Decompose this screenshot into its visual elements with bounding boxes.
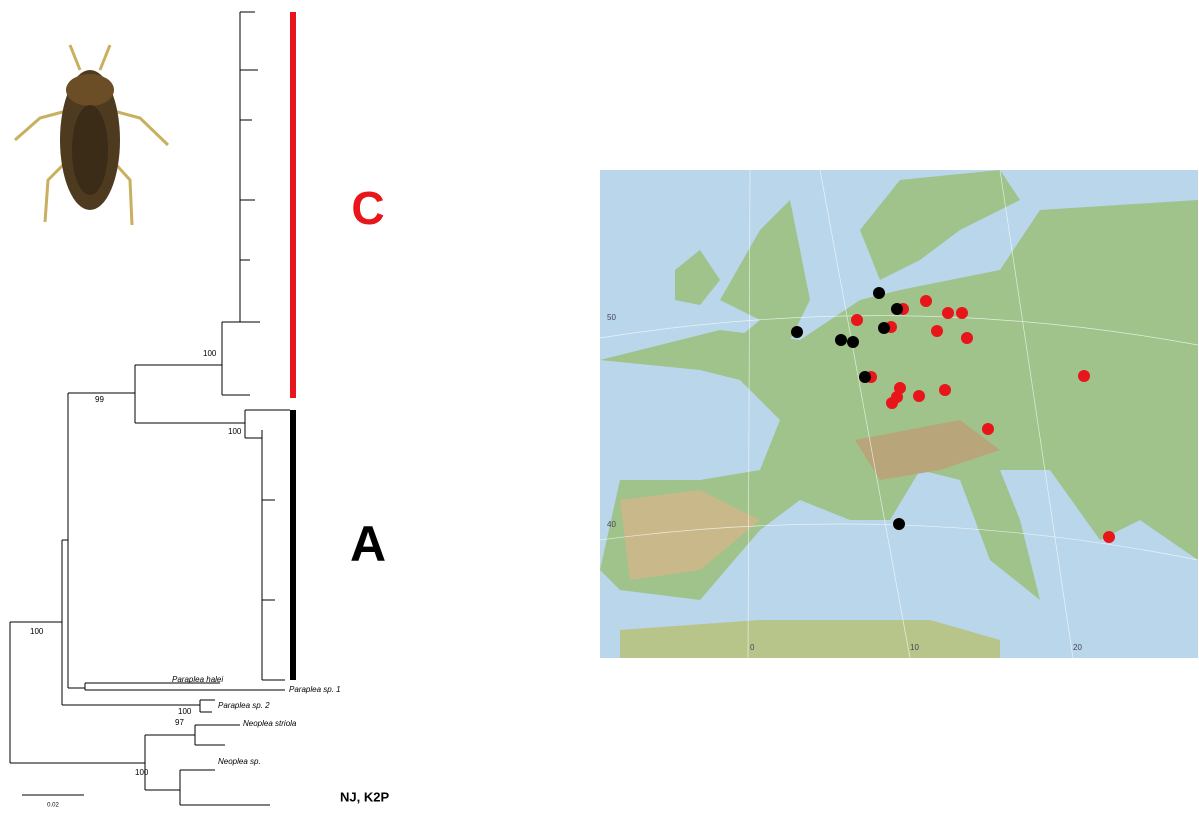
clade-label: A — [350, 516, 386, 572]
support-value: 97 — [175, 718, 184, 727]
support-value: 99 — [95, 395, 104, 404]
support-value: 100 — [135, 768, 149, 777]
clade-c-bar — [290, 12, 296, 398]
taxon-label: Neoplea striola — [243, 719, 297, 728]
longitude-label: 20 — [1073, 643, 1082, 652]
beetle-photo — [15, 45, 168, 225]
latitude-label: 40 — [607, 520, 616, 529]
taxon-label: Paraplea halei — [172, 675, 223, 684]
method-label: NJ, K2P — [340, 789, 389, 804]
latitude-label: 50 — [607, 313, 616, 322]
support-value: 100 — [228, 427, 242, 436]
figure: C A 100 99 100 100 100 97 100 Paraplea h… — [0, 0, 1199, 815]
scale-label: 0.02 — [47, 803, 59, 809]
longitude-label: 10 — [910, 643, 919, 652]
longitude-label: 0 — [750, 643, 755, 652]
support-value: 100 — [203, 349, 217, 358]
clade-a-bar — [290, 410, 296, 680]
support-value: 100 — [30, 627, 44, 636]
taxon-label: Paraplea sp. 2 — [218, 701, 270, 710]
map: 50 40 0 10 20 — [600, 170, 1198, 658]
taxon-label: Neoplea sp. — [218, 757, 261, 766]
clade-label: C — [351, 182, 384, 234]
taxon-label: Paraplea sp. 1 — [289, 685, 341, 694]
phylogenetic-tree — [10, 12, 290, 805]
support-value: 100 — [178, 707, 192, 716]
